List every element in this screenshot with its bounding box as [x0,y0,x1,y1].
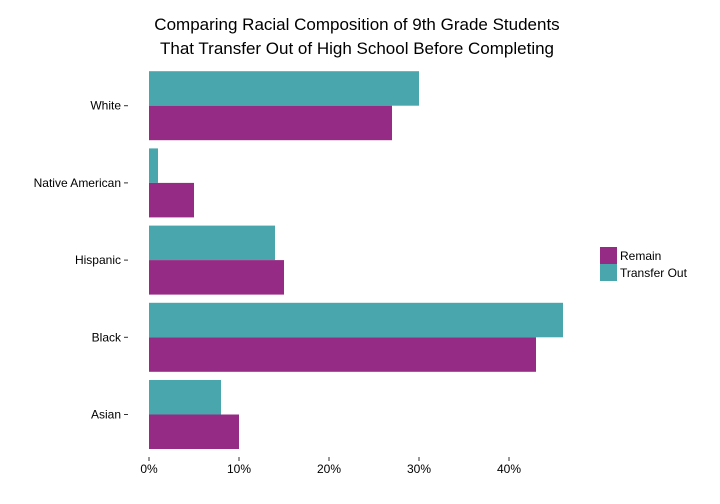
y-tick-label: White [90,99,121,113]
legend-label-transfer-out: Transfer Out [620,266,688,280]
y-tick-label: Native American [34,176,121,190]
x-tick-label: 20% [317,462,341,476]
y-tick-label: Asian [91,408,121,422]
bar-white-transfer-out [149,71,419,106]
x-tick-label: 30% [407,462,431,476]
bar-native-american-transfer-out [149,148,158,183]
chart-title: Comparing Racial Composition of 9th Grad… [154,15,559,58]
bar-black-remain [149,337,536,372]
legend: Remain Transfer Out [600,247,688,281]
bar-native-american-remain [149,182,194,218]
bar-hispanic-remain [149,260,284,295]
legend-swatch-remain [600,247,617,264]
legend-swatch-transfer-out [600,264,617,281]
x-tick-label: 40% [497,462,521,476]
y-tick-label: Hispanic [75,253,121,267]
bar-hispanic-transfer-out [149,225,275,261]
x-axis: 0% 10% 20% 30% 40% [140,457,521,476]
chart-title-line-1: Comparing Racial Composition of 9th Grad… [154,15,559,34]
bar-white-remain [149,105,392,141]
x-tick-label: 0% [140,462,158,476]
bar-asian-transfer-out [149,380,221,415]
x-tick-label: 10% [227,462,251,476]
legend-label-remain: Remain [620,249,661,263]
y-tick-label: Black [92,330,122,344]
bar-asian-remain [149,414,239,449]
plot-area [149,71,563,449]
bar-black-transfer-out [149,302,563,338]
y-axis: White Native American Hispanic Black Asian [34,99,128,422]
chart-title-line-2: That Transfer Out of High School Before … [160,39,554,58]
